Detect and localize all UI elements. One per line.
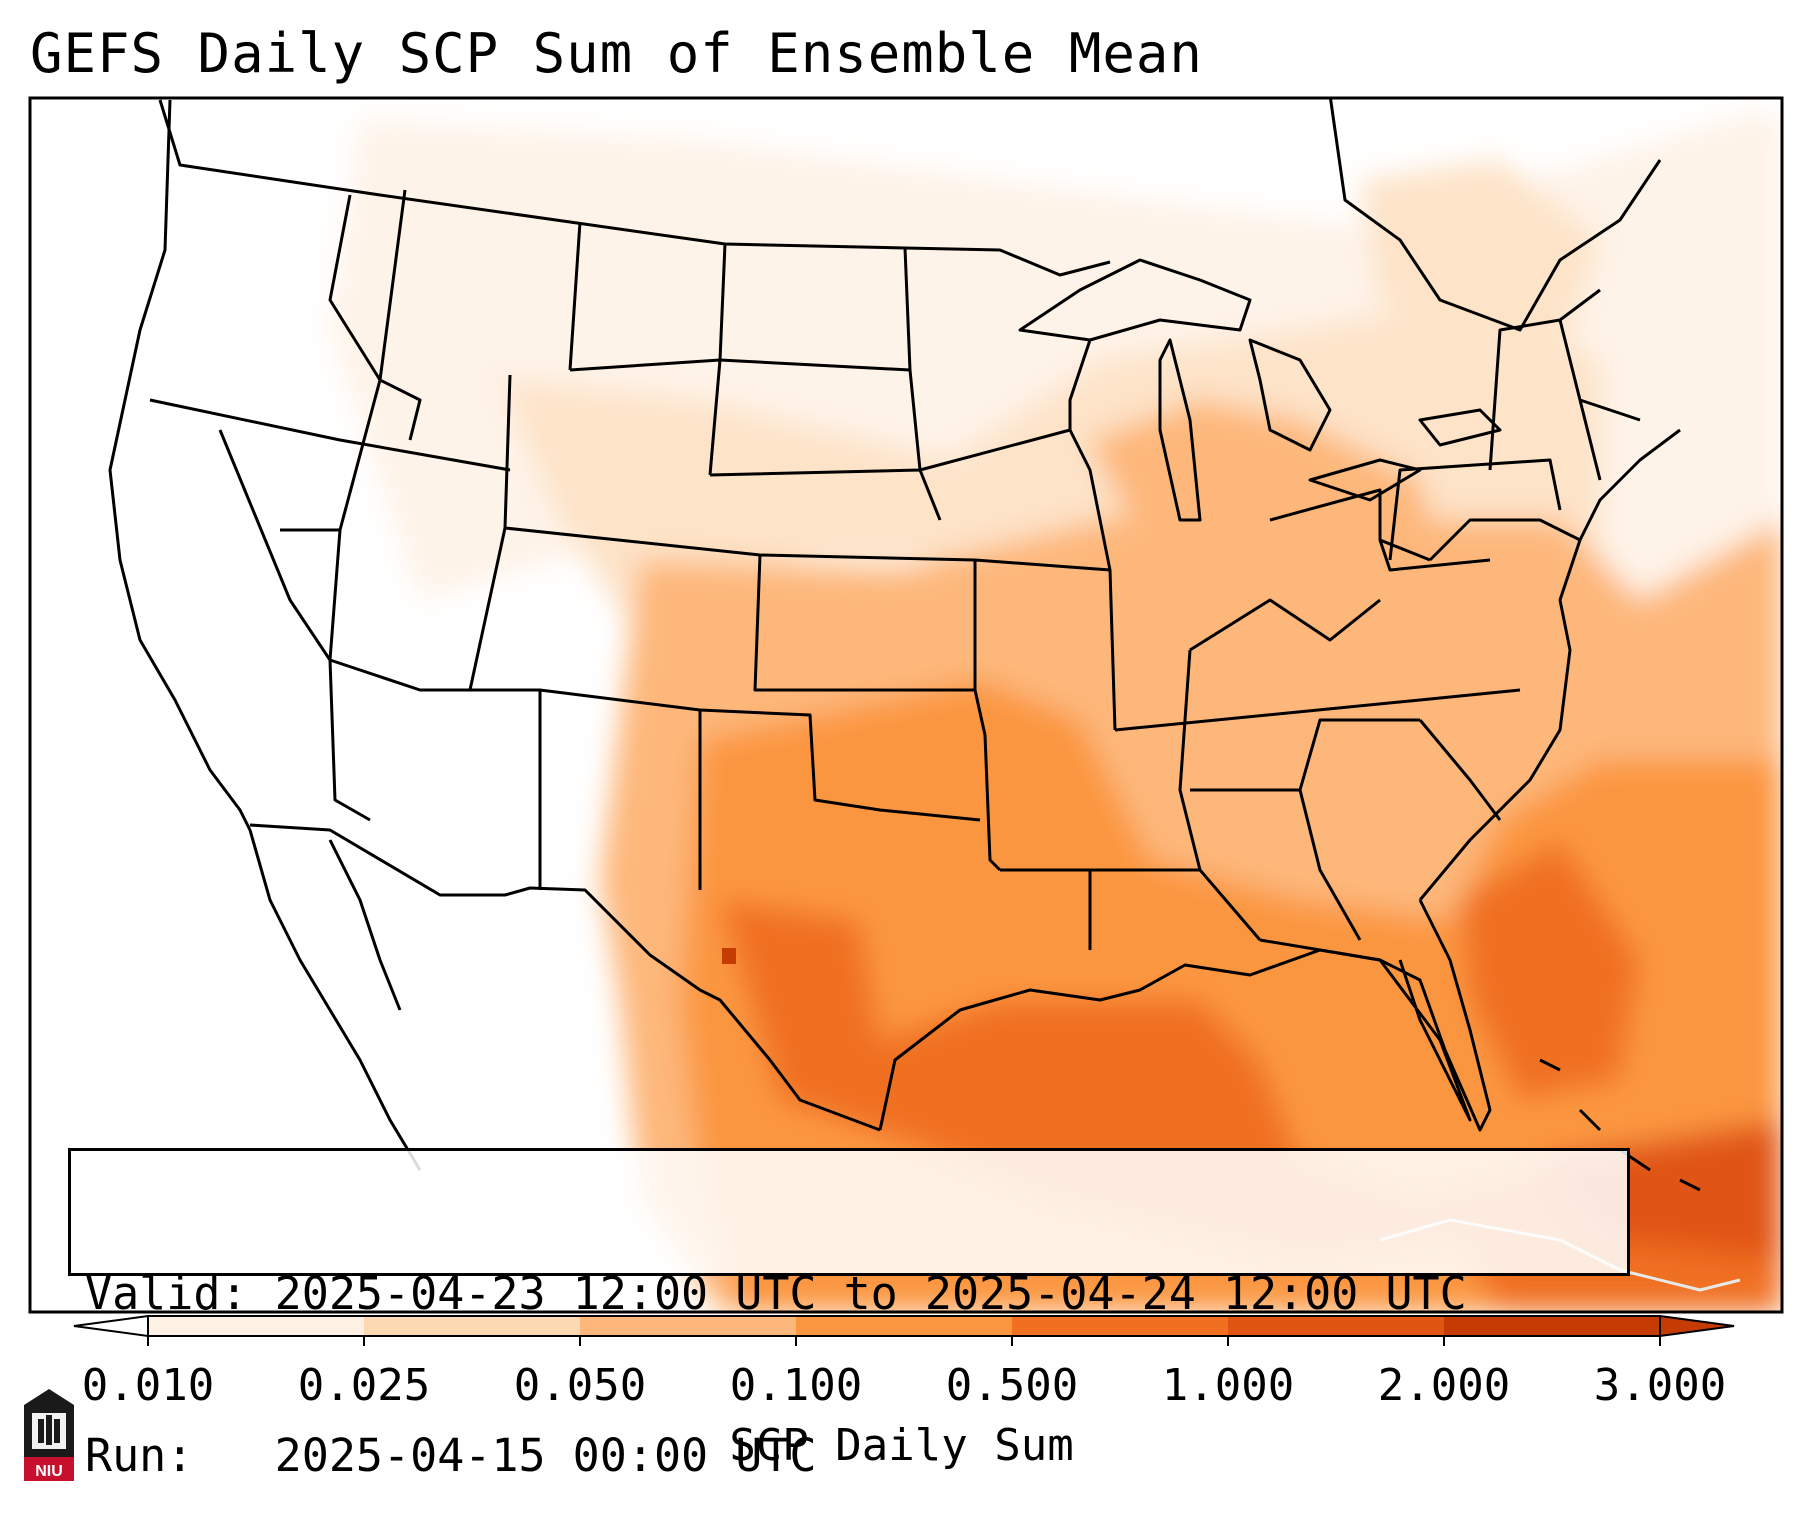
colorbar-seg-4 <box>1012 1316 1228 1336</box>
us-mexico-border <box>249 823 881 1132</box>
shade-peak-texas <box>722 948 736 964</box>
colorbar <box>73 1314 1735 1346</box>
run-label: Run: <box>85 1429 194 1482</box>
info-box: Valid: 2025-04-23 12:00 UTC to 2025-04-2… <box>68 1148 1630 1482</box>
map-canvas <box>28 96 1784 1346</box>
colorbar-label: SCP Daily Sum <box>729 1420 1074 1471</box>
colorbar-seg-3 <box>796 1316 1012 1336</box>
shade-light-east <box>1360 160 1600 360</box>
map-frame <box>28 96 1784 1314</box>
page-title: GEFS Daily SCP Sum of Ensemble Mean <box>30 22 1203 85</box>
state-borders <box>108 98 1741 1292</box>
shade-very-high-atlantic <box>1460 840 1640 1100</box>
colorbar-tick-label: 1.000 <box>1161 1360 1295 1411</box>
lake-superior <box>1018 258 1252 342</box>
colorbar-tick-label: 0.500 <box>945 1360 1079 1411</box>
lake-ontario <box>1418 408 1502 447</box>
valid-line: Valid: 2025-04-23 12:00 UTC to 2025-04-2… <box>85 1267 1613 1321</box>
colorbar-tick-label: 3.000 <box>1593 1360 1727 1411</box>
colorbar-tick-label: 0.010 <box>81 1360 215 1411</box>
colorbar-ticks <box>147 1336 1661 1346</box>
valid-label: Valid: <box>85 1267 248 1320</box>
shade-medium-north <box>1090 400 1440 560</box>
colorbar-tick-label: 2.000 <box>1377 1360 1511 1411</box>
valid-value: 2025-04-23 12:00 UTC to 2025-04-24 12:00… <box>274 1267 1467 1320</box>
colorbar-seg-2 <box>580 1316 796 1336</box>
colorbar-tick-label: 0.025 <box>297 1360 431 1411</box>
florida-coastline <box>1379 899 1492 1132</box>
colorbar-seg-5 <box>1228 1316 1444 1336</box>
lake-huron <box>1248 338 1332 452</box>
colorbar-extend-high <box>1659 1314 1735 1338</box>
gulf-coastline <box>878 948 1472 1131</box>
pacific-coastline <box>108 99 252 831</box>
niu-logo: NIU <box>24 1389 74 1481</box>
lake-michigan <box>1158 338 1202 522</box>
colorbar-seg-0 <box>148 1316 364 1336</box>
run-line: Run: 2025-04-15 00:00 UTC <box>85 1429 1613 1483</box>
baja-coastline <box>248 829 422 1171</box>
bahamas-islands <box>1539 1058 1701 1192</box>
colorbar-seg-6 <box>1444 1316 1660 1336</box>
colorbar-tick-label: 0.050 <box>513 1360 647 1411</box>
canada-east-border <box>1328 98 1662 332</box>
atlantic-coastline <box>1418 428 1681 901</box>
colorbar-tick-label: 0.100 <box>729 1360 863 1411</box>
colorbar-outline <box>147 1315 1661 1337</box>
run-value: 2025-04-15 00:00 UTC <box>274 1429 817 1482</box>
logo-text: NIU <box>35 1463 63 1480</box>
colorbar-seg-1 <box>364 1316 580 1336</box>
state-lines <box>149 189 1641 962</box>
